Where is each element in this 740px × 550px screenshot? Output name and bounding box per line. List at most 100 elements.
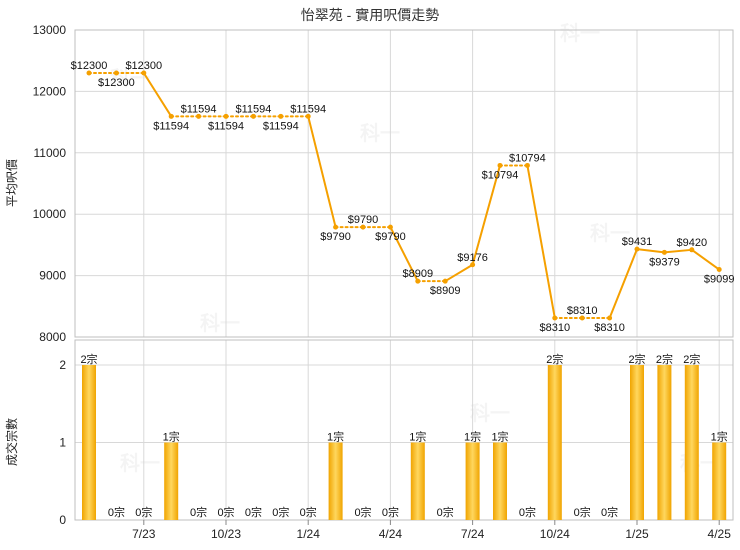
price-ytick-11000: 11000 xyxy=(34,146,67,160)
count-label-10: 0宗 xyxy=(354,505,371,519)
price-segment-16 xyxy=(526,164,556,319)
price-point-11 xyxy=(387,224,393,230)
count-ytick-0: 0 xyxy=(59,513,66,527)
x-axis: 7/23 10/23 1/24 4/24 7/24 10/24 1/25 4/25 xyxy=(132,520,731,541)
price-label-11: $9790 xyxy=(375,231,406,243)
price-segment-8 xyxy=(307,115,337,229)
xtick-7/24: 7/24 xyxy=(461,527,485,541)
watermark-4: 科一 xyxy=(470,401,510,425)
xtick-10/24: 10/24 xyxy=(540,527,570,541)
price-point-19 xyxy=(607,315,613,321)
count-bar-0 xyxy=(82,365,96,520)
count-bar-15 xyxy=(493,442,507,520)
count-label-14: 1宗 xyxy=(464,430,481,444)
count-ytick-2: 2 xyxy=(59,358,66,372)
price-segment-21 xyxy=(663,248,693,254)
price-ytick-13000: 13000 xyxy=(33,23,67,37)
price-point-0 xyxy=(86,70,92,76)
price-label-14: $9176 xyxy=(457,252,488,264)
price-ytick-9000: 9000 xyxy=(39,269,66,283)
price-label-22: $9420 xyxy=(677,237,708,249)
price-label-17: $8310 xyxy=(540,322,571,334)
count-bar-12 xyxy=(410,442,425,520)
price-label-13: $8909 xyxy=(430,285,461,297)
count-ytick-1: 1 xyxy=(59,436,66,450)
price-point-13 xyxy=(442,278,448,284)
count-bar-21 xyxy=(657,365,672,520)
watermark-2: 科一 xyxy=(590,221,630,245)
price-segment-13 xyxy=(444,263,474,283)
watermark-3: 科一 xyxy=(200,311,240,335)
count-label-3: 1宗 xyxy=(163,430,180,444)
price-label-19: $8310 xyxy=(594,322,625,334)
price-segment-20 xyxy=(636,248,666,254)
xtick-7/23: 7/23 xyxy=(132,527,156,541)
price-label-16: $10794 xyxy=(509,152,546,164)
count-panel-frame xyxy=(74,339,734,521)
price-point-16 xyxy=(524,162,530,168)
xtick-4/25: 4/25 xyxy=(708,527,732,541)
price-label-23: $9099 xyxy=(704,274,735,286)
price-y-axis-label: 平均呎價 xyxy=(5,159,19,207)
count-label-16: 0宗 xyxy=(519,505,536,519)
price-label-10: $9790 xyxy=(348,214,379,226)
price-label-12: $8909 xyxy=(403,268,434,280)
price-series: $12300 $12300 $12300 $11594 $11594 $11594 $115… xyxy=(71,60,735,334)
price-point-5 xyxy=(223,113,229,119)
price-label-8: $11594 xyxy=(290,103,326,115)
count-label-6: 0宗 xyxy=(245,505,262,519)
price-point-7 xyxy=(278,113,284,119)
price-segment-22 xyxy=(690,248,721,271)
count-label-7: 0宗 xyxy=(272,505,289,519)
price-label-9: $9790 xyxy=(320,231,351,243)
price-point-12 xyxy=(415,278,421,284)
count-label-1: 0宗 xyxy=(108,505,125,519)
price-point-18 xyxy=(579,315,585,321)
price-point-23 xyxy=(716,267,722,273)
price-label-7: $11594 xyxy=(263,120,299,132)
price-label-5: $11594 xyxy=(208,120,244,132)
watermark-6: 科一 xyxy=(120,451,160,475)
price-point-20 xyxy=(634,246,640,252)
count-bar-22 xyxy=(684,365,699,520)
watermark-7: 科一 xyxy=(560,21,600,45)
count-label-9: 1宗 xyxy=(327,430,344,444)
count-label-4: 0宗 xyxy=(190,505,207,519)
price-segment-19 xyxy=(608,248,638,319)
count-bar-3 xyxy=(164,442,179,520)
price-point-2 xyxy=(141,70,147,76)
count-label-23: 1宗 xyxy=(711,430,728,444)
price-label-6: $11594 xyxy=(235,103,271,115)
count-label-2: 0宗 xyxy=(135,505,152,519)
price-point-14 xyxy=(470,262,476,268)
price-segment-2 xyxy=(142,71,173,118)
count-label-13: 0宗 xyxy=(437,505,454,519)
price-point-8 xyxy=(305,113,311,119)
price-point-6 xyxy=(250,113,256,119)
price-segment-11 xyxy=(389,226,419,283)
price-point-10 xyxy=(360,224,366,230)
price-label-21: $9379 xyxy=(649,256,680,268)
xtick-10/23: 10/23 xyxy=(211,527,241,541)
count-series: 2宗 0宗 0宗 1宗 0宗 0宗 0宗 0宗 0宗 1宗 0宗 0宗 1宗 0宗 1宗 1宗 0宗 2宗 0宗 0宗… xyxy=(80,352,728,520)
count-label-5: 0宗 xyxy=(217,505,234,519)
price-label-3: $11594 xyxy=(153,120,189,132)
count-bar-23 xyxy=(712,442,727,520)
count-label-15: 1宗 xyxy=(491,430,508,444)
price-segment-14 xyxy=(471,164,501,266)
price-point-21 xyxy=(661,249,667,255)
count-label-8: 0宗 xyxy=(300,505,317,519)
price-point-17 xyxy=(552,315,558,321)
count-label-12: 1宗 xyxy=(409,430,426,444)
price-label-18: $8310 xyxy=(567,305,598,317)
count-bar-9 xyxy=(328,442,343,520)
count-label-19: 0宗 xyxy=(601,505,618,519)
xtick-1/24: 1/24 xyxy=(297,527,321,541)
count-label-17: 2宗 xyxy=(546,352,563,366)
price-label-0: $12300 xyxy=(71,60,108,72)
price-label-1: $12300 xyxy=(98,77,135,89)
price-label-20: $9431 xyxy=(622,236,653,248)
price-point-9 xyxy=(333,224,339,230)
xtick-4/24: 4/24 xyxy=(379,527,403,541)
